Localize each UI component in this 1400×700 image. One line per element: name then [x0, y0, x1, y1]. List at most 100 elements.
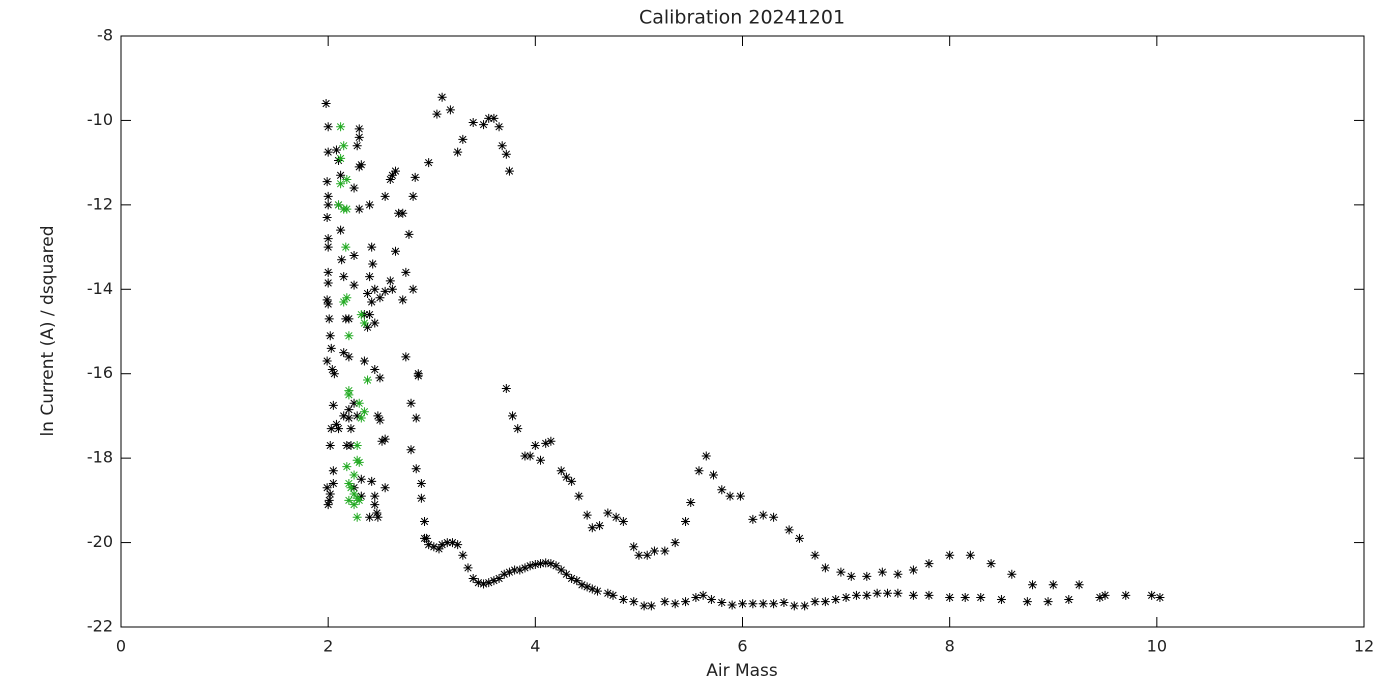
data-point: [1022, 597, 1032, 607]
data-point: [924, 559, 934, 569]
data-point: [323, 242, 333, 252]
data-point: [468, 573, 478, 583]
data-point: [339, 272, 349, 282]
data-point: [342, 462, 352, 472]
data-point: [411, 464, 421, 474]
data-point: [717, 598, 727, 608]
data-point: [411, 413, 421, 423]
data-point: [336, 225, 346, 235]
data-point: [670, 538, 680, 548]
data-point: [484, 113, 494, 123]
data-point: [618, 516, 628, 526]
x-tick-label: 2: [323, 637, 333, 656]
data-point: [561, 472, 571, 482]
data-point: [346, 440, 356, 450]
data-point: [352, 440, 362, 450]
data-point: [587, 523, 597, 533]
data-point: [794, 533, 804, 543]
data-point: [370, 491, 380, 501]
data-point: [406, 445, 416, 455]
data-point: [831, 595, 841, 605]
data-point: [945, 592, 955, 602]
data-point: [349, 489, 359, 499]
data-point: [499, 569, 509, 579]
data-point: [445, 105, 455, 115]
data-point: [725, 491, 735, 501]
data-point: [960, 592, 970, 602]
data-point: [323, 147, 333, 157]
data-point: [508, 411, 518, 421]
data-point: [365, 310, 375, 320]
data-point: [323, 500, 333, 510]
data-point: [738, 599, 747, 609]
data-point: [339, 297, 349, 307]
data-point: [349, 470, 359, 480]
y-tick-label: -20: [87, 532, 113, 551]
y-axis-label: ln Current (A) / dsquared: [38, 225, 58, 436]
data-point: [363, 375, 373, 385]
data-point: [820, 597, 830, 607]
data-point: [416, 478, 426, 488]
data-point: [784, 525, 794, 535]
data-point: [401, 352, 411, 362]
data-point: [413, 371, 423, 381]
data-point: [336, 170, 346, 180]
data-point: [328, 478, 338, 488]
data-point: [363, 289, 373, 299]
data-point: [390, 246, 400, 256]
data-point: [769, 512, 779, 522]
data-point: [359, 407, 369, 417]
data-point: [349, 500, 359, 510]
data-point: [525, 561, 535, 571]
data-point: [325, 331, 335, 341]
data-point: [924, 590, 934, 600]
data-point: [530, 440, 540, 450]
data-point: [365, 272, 375, 282]
data-point: [453, 147, 463, 157]
data-point: [541, 438, 551, 448]
data-point: [370, 318, 380, 328]
data-point: [541, 558, 551, 568]
x-axis-label: Air Mass: [706, 661, 778, 681]
data-point: [356, 160, 366, 170]
data-point: [567, 573, 577, 583]
data-point: [608, 590, 618, 600]
data-point: [424, 158, 434, 168]
data-point: [375, 373, 385, 383]
data-point: [326, 424, 336, 434]
data-point: [618, 595, 628, 605]
data-point: [453, 540, 463, 550]
data-point: [334, 424, 344, 434]
data-point: [836, 567, 846, 577]
chart-title: Calibration 20241201: [639, 7, 845, 29]
data-point: [349, 280, 359, 290]
data-point: [1028, 580, 1038, 590]
data-point: [342, 293, 352, 303]
data-point: [546, 559, 556, 569]
data-point: [368, 259, 378, 269]
data-point: [698, 590, 708, 600]
data-point: [748, 599, 758, 609]
data-point: [398, 208, 408, 218]
data-point: [365, 200, 375, 210]
y-tick-label: -22: [87, 617, 113, 636]
data-point: [375, 415, 385, 425]
y-tick-label: -8: [97, 26, 113, 45]
data-point: [810, 550, 820, 560]
data-point: [408, 191, 418, 201]
data-point: [735, 491, 745, 501]
data-point: [344, 413, 354, 423]
data-point: [634, 550, 644, 560]
data-point: [354, 124, 364, 134]
data-point: [893, 569, 903, 579]
data-point: [334, 200, 344, 210]
data-point: [385, 276, 395, 286]
data-point: [727, 600, 737, 610]
data-point: [681, 516, 691, 526]
data-point: [447, 538, 457, 548]
x-tick-label: 8: [945, 637, 955, 656]
data-point: [373, 411, 383, 421]
data-point: [595, 521, 605, 531]
data-point: [323, 122, 333, 132]
data-point: [344, 352, 354, 362]
